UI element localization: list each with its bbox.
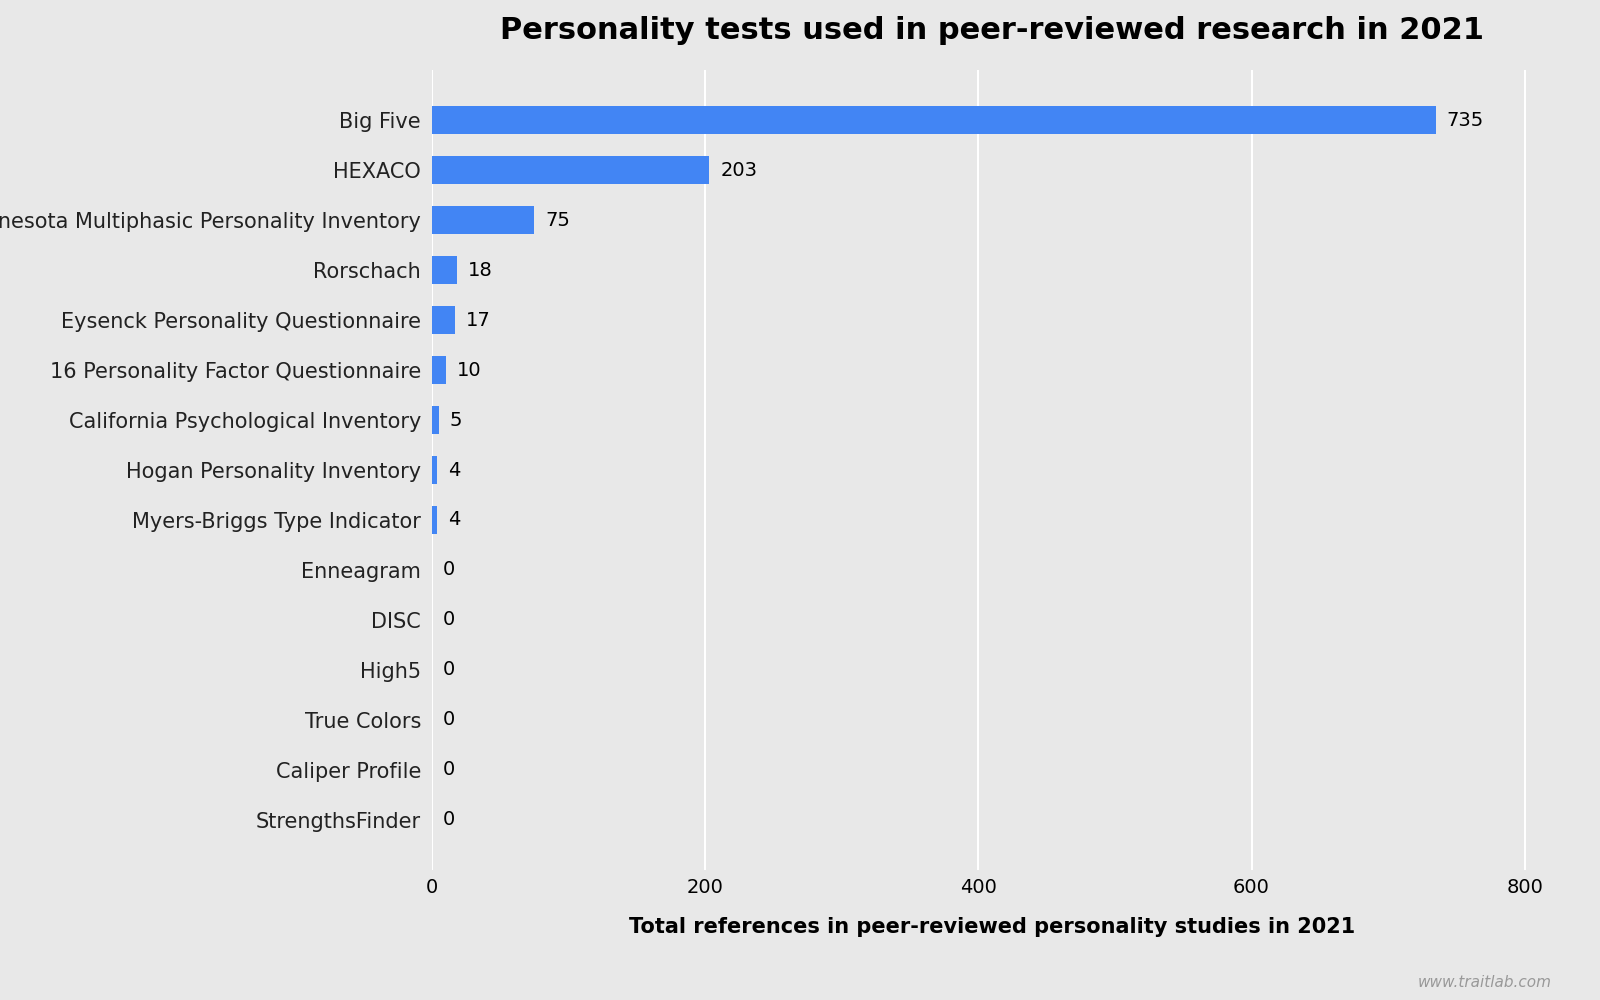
Text: 0: 0 (443, 610, 454, 629)
Text: 203: 203 (720, 161, 757, 180)
Text: 17: 17 (466, 311, 491, 330)
Text: 18: 18 (467, 261, 493, 280)
Text: 5: 5 (450, 411, 462, 430)
X-axis label: Total references in peer-reviewed personality studies in 2021: Total references in peer-reviewed person… (629, 917, 1355, 937)
Text: 735: 735 (1446, 111, 1485, 130)
Text: 0: 0 (443, 810, 454, 829)
Bar (432, 106, 1435, 134)
Bar (432, 506, 437, 534)
Bar (432, 256, 456, 284)
Bar (432, 406, 438, 434)
Text: 0: 0 (443, 660, 454, 679)
Text: 0: 0 (443, 560, 454, 579)
Text: www.traitlab.com: www.traitlab.com (1418, 975, 1552, 990)
Text: 4: 4 (448, 461, 461, 480)
Bar (432, 156, 709, 184)
Bar (432, 356, 446, 384)
Bar (432, 206, 534, 234)
Title: Personality tests used in peer-reviewed research in 2021: Personality tests used in peer-reviewed … (499, 16, 1485, 45)
Bar (432, 456, 437, 484)
Text: 0: 0 (443, 760, 454, 779)
Text: 0: 0 (443, 710, 454, 729)
Bar (432, 306, 456, 334)
Text: 10: 10 (456, 361, 482, 380)
Text: 4: 4 (448, 510, 461, 529)
Text: 75: 75 (546, 211, 570, 230)
